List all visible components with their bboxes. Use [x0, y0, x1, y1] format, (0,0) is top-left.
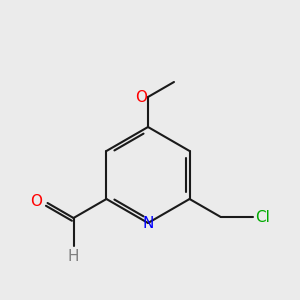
Text: N: N	[142, 215, 154, 230]
Text: O: O	[31, 194, 43, 209]
Text: O: O	[135, 89, 147, 104]
Text: H: H	[68, 249, 79, 264]
Text: Cl: Cl	[255, 209, 270, 224]
